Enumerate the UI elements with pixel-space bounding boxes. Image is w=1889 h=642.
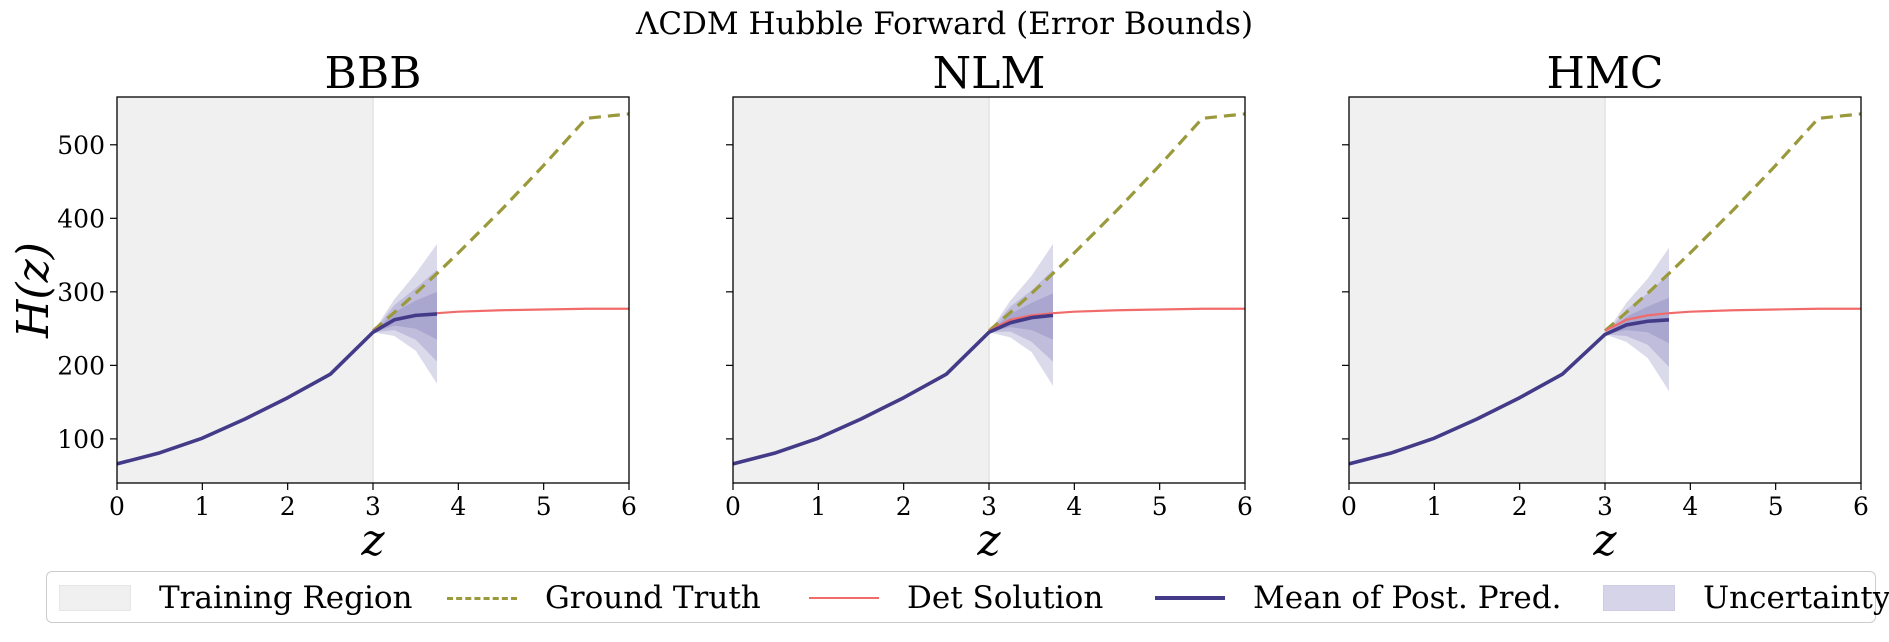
x-tick-label: 0	[109, 492, 125, 521]
series-mean-of-post-pred	[117, 312, 438, 466]
chart-panel-nlm: 0 1 2 3 4 5 6 NLM z	[725, 48, 1253, 566]
series-det-solution	[1604, 307, 1861, 332]
legend-label: Uncertainty	[1703, 580, 1889, 616]
x-tick-label: 5	[536, 492, 552, 521]
legend-swatch	[1155, 596, 1225, 600]
panel-title: BBB	[324, 48, 421, 99]
y-tick-label: 400	[57, 204, 105, 233]
legend-item: Training Region	[59, 572, 413, 624]
series-mean-of-post-pred	[1349, 317, 1670, 466]
legend-item: Ground Truth	[447, 572, 761, 624]
x-tick-label: 4	[1066, 492, 1082, 521]
uncertainty-band-1	[989, 244, 1053, 386]
x-tick-label: 3	[1597, 492, 1613, 521]
x-tick-label: 3	[365, 492, 381, 521]
legend-swatch	[809, 597, 879, 599]
series-ground-truth	[1603, 112, 1861, 333]
legend-label: Training Region	[159, 580, 413, 616]
x-tick-label: 2	[896, 492, 912, 521]
legend-label: Ground Truth	[545, 580, 761, 616]
x-tick-label: 5	[1152, 492, 1168, 521]
series-ground-truth	[987, 112, 1245, 333]
uncertainty-band-2	[1605, 273, 1669, 367]
uncertainty-band-1	[373, 244, 437, 384]
training-region	[733, 97, 989, 483]
x-tick-label: 6	[621, 492, 637, 521]
y-axis-label: H(z)	[8, 242, 59, 339]
chart-panel-bbb: 0 1 2 3 4 5 6 100 200 300 400 500 BBB z H(z)	[8, 48, 637, 566]
legend-item: Det Solution	[809, 572, 1103, 624]
x-tick-label: 5	[1768, 492, 1784, 521]
panel-title: HMC	[1546, 48, 1663, 99]
uncertainty-band-2	[989, 269, 1053, 362]
training-region	[1349, 97, 1605, 483]
x-tick-label: 1	[1426, 492, 1442, 521]
legend-swatch	[1603, 585, 1675, 611]
plot-area	[733, 97, 1245, 483]
x-axis-label: z	[360, 515, 385, 566]
y-tick-label: 500	[57, 131, 105, 160]
uncertainty-band-3	[1605, 297, 1669, 344]
x-axis-label: z	[1592, 515, 1617, 566]
x-axis-label: z	[976, 515, 1001, 566]
legend-label: Mean of Post. Pred.	[1253, 580, 1562, 616]
legend-swatch	[59, 585, 131, 611]
x-tick-label: 6	[1237, 492, 1253, 521]
x-tick-label: 4	[450, 492, 466, 521]
y-tick-label: 100	[57, 425, 105, 454]
series-ground-truth	[371, 112, 629, 333]
legend: Training Region Ground Truth Det Solution M…	[46, 571, 1889, 624]
x-tick-label: 1	[810, 492, 826, 521]
series-mean-of-post-pred	[733, 313, 1054, 466]
x-tick-label: 1	[194, 492, 210, 521]
figure-title: ΛCDM Hubble Forward (Error Bounds)	[635, 6, 1254, 42]
x-tick-label: 6	[1853, 492, 1869, 521]
uncertainty-band-2	[373, 269, 437, 362]
x-tick-label: 3	[981, 492, 997, 521]
x-tick-label: 0	[725, 492, 741, 521]
series-det-solution	[988, 307, 1245, 332]
y-tick-label: 300	[57, 278, 105, 307]
legend-item: Uncertainty	[1603, 572, 1889, 624]
x-tick-label: 4	[1682, 492, 1698, 521]
uncertainty-band-1	[1605, 247, 1669, 392]
chart-panel-hmc: 0 1 2 3 4 5 6 HMC z	[1341, 48, 1869, 566]
plot-area	[1349, 97, 1861, 483]
uncertainty-band-3	[373, 291, 437, 340]
x-tick-label: 0	[1341, 492, 1357, 521]
panel-title: NLM	[933, 48, 1046, 99]
x-tick-label: 2	[280, 492, 296, 521]
legend-label: Det Solution	[907, 580, 1104, 616]
y-tick-label: 200	[57, 351, 105, 380]
legend-item: Mean of Post. Pred.	[1155, 572, 1561, 624]
legend-swatch	[447, 596, 517, 600]
plot-area	[117, 97, 629, 483]
x-tick-label: 2	[1512, 492, 1528, 521]
training-region	[117, 97, 373, 483]
